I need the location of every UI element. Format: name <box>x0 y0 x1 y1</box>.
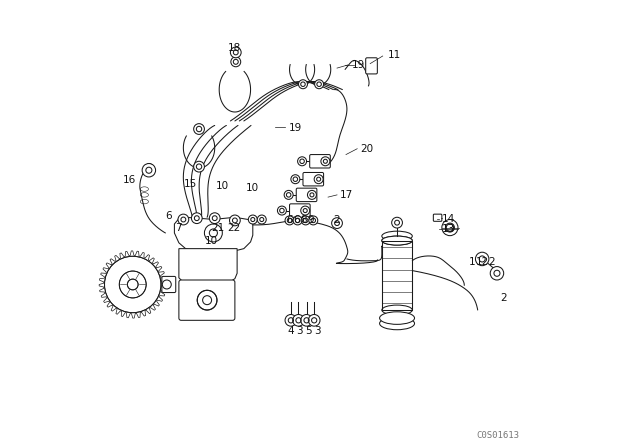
FancyBboxPatch shape <box>303 172 324 186</box>
Circle shape <box>308 314 320 326</box>
Circle shape <box>321 157 330 166</box>
Text: 15: 15 <box>184 179 196 189</box>
Text: 6: 6 <box>293 215 300 225</box>
Circle shape <box>163 280 172 289</box>
Circle shape <box>278 206 287 215</box>
Text: 2: 2 <box>500 293 507 303</box>
Circle shape <box>392 217 403 228</box>
Circle shape <box>293 216 302 225</box>
FancyBboxPatch shape <box>296 188 317 202</box>
Text: 3: 3 <box>314 326 321 336</box>
Polygon shape <box>179 249 237 284</box>
Bar <box>382 241 412 310</box>
FancyBboxPatch shape <box>310 155 330 168</box>
Text: 11: 11 <box>388 50 401 60</box>
FancyBboxPatch shape <box>289 204 310 217</box>
Circle shape <box>194 124 204 134</box>
Circle shape <box>307 190 316 199</box>
Polygon shape <box>99 251 166 318</box>
Circle shape <box>298 157 307 166</box>
Circle shape <box>309 216 318 225</box>
Text: 5: 5 <box>305 326 312 336</box>
Circle shape <box>332 218 342 228</box>
Ellipse shape <box>382 236 412 245</box>
Circle shape <box>127 279 138 290</box>
Text: 16: 16 <box>123 175 136 185</box>
Text: 2: 2 <box>488 257 495 267</box>
Circle shape <box>314 175 323 184</box>
Text: 6: 6 <box>165 211 172 221</box>
Text: 18: 18 <box>227 43 241 53</box>
FancyBboxPatch shape <box>433 214 442 221</box>
Circle shape <box>230 215 240 226</box>
Circle shape <box>490 267 504 280</box>
Text: 12: 12 <box>476 257 489 267</box>
Text: 7: 7 <box>175 223 182 233</box>
Text: 4: 4 <box>287 326 294 336</box>
Circle shape <box>194 161 204 172</box>
Circle shape <box>119 271 146 298</box>
Circle shape <box>104 256 161 313</box>
Circle shape <box>315 80 324 89</box>
Text: 10: 10 <box>216 181 229 191</box>
Circle shape <box>204 224 222 242</box>
FancyBboxPatch shape <box>179 280 235 320</box>
Text: 13: 13 <box>442 224 455 234</box>
Circle shape <box>257 215 266 224</box>
FancyBboxPatch shape <box>162 276 176 293</box>
Text: 17: 17 <box>340 190 353 200</box>
Circle shape <box>301 206 310 215</box>
Circle shape <box>285 314 297 326</box>
Circle shape <box>292 314 305 326</box>
Text: 2: 2 <box>333 215 340 225</box>
Circle shape <box>191 213 202 224</box>
Text: 10: 10 <box>204 236 218 246</box>
Circle shape <box>230 47 241 58</box>
Text: 21: 21 <box>211 223 225 233</box>
Text: 10: 10 <box>246 183 259 193</box>
Text: 6: 6 <box>286 215 293 225</box>
Ellipse shape <box>380 317 415 330</box>
Circle shape <box>231 57 241 67</box>
Text: 9: 9 <box>308 215 314 225</box>
Circle shape <box>197 290 217 310</box>
Text: 20: 20 <box>360 144 374 154</box>
Ellipse shape <box>382 305 412 315</box>
Circle shape <box>301 216 310 225</box>
FancyBboxPatch shape <box>365 58 378 74</box>
Bar <box>382 241 412 310</box>
Circle shape <box>178 214 189 225</box>
Text: 14: 14 <box>442 214 455 224</box>
Circle shape <box>291 175 300 184</box>
Text: 3: 3 <box>296 326 303 336</box>
Circle shape <box>476 252 489 266</box>
Text: 8: 8 <box>301 215 307 225</box>
Text: 22: 22 <box>227 223 241 233</box>
Circle shape <box>285 216 294 225</box>
Text: 19: 19 <box>289 123 302 133</box>
Circle shape <box>142 164 156 177</box>
Ellipse shape <box>382 231 412 241</box>
Circle shape <box>298 80 307 89</box>
Ellipse shape <box>380 312 415 324</box>
Text: C0S01613: C0S01613 <box>476 431 520 440</box>
Polygon shape <box>174 217 253 251</box>
Circle shape <box>284 190 293 199</box>
Circle shape <box>301 314 312 326</box>
Circle shape <box>442 220 458 236</box>
Circle shape <box>209 213 220 224</box>
Circle shape <box>248 215 257 224</box>
Ellipse shape <box>382 236 412 245</box>
Text: 1: 1 <box>469 257 476 267</box>
Text: 19: 19 <box>351 60 365 70</box>
